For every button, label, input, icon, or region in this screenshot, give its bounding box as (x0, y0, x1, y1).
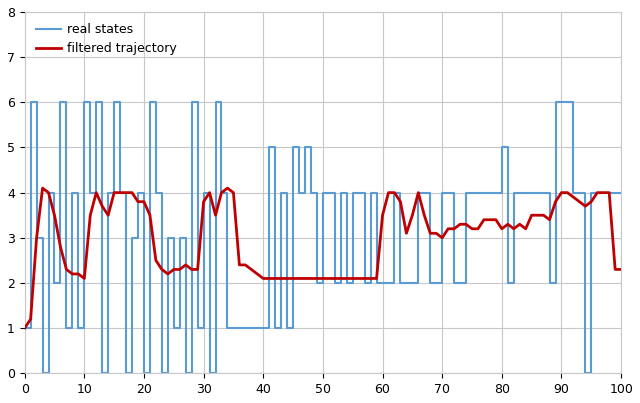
filtered trajectory (301, 276, 309, 281)
real states (248, 326, 255, 330)
real states (39, 371, 47, 376)
filtered trajectory (176, 267, 184, 272)
real states (617, 190, 625, 195)
filtered trajectory (444, 226, 452, 231)
filtered trajectory (21, 326, 29, 330)
filtered trajectory (617, 267, 625, 272)
real states (81, 100, 88, 105)
filtered trajectory (474, 226, 482, 231)
Line: filtered trajectory: filtered trajectory (25, 188, 621, 328)
Line: real states: real states (25, 102, 621, 373)
real states (27, 100, 35, 105)
filtered trajectory (385, 190, 392, 195)
real states (349, 190, 356, 195)
Legend: real states, filtered trajectory: real states, filtered trajectory (31, 18, 182, 60)
real states (277, 190, 285, 195)
real states (27, 326, 35, 330)
real states (575, 190, 583, 195)
real states (21, 326, 29, 330)
filtered trajectory (68, 272, 76, 276)
filtered trajectory (39, 186, 47, 191)
